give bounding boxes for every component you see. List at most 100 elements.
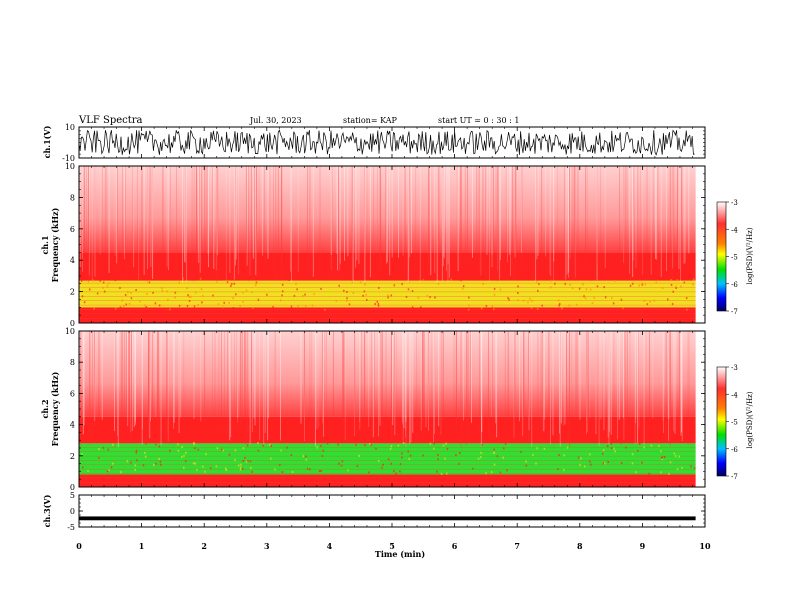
sp1-texture-speckle xyxy=(103,290,106,293)
sp1-texture-speckle xyxy=(622,307,624,310)
sp1-texture-speckle xyxy=(583,295,585,298)
ch1-waveform-panel: 10 -10 xyxy=(62,123,706,163)
sp2-texture-speckle xyxy=(674,455,677,458)
sp1-texture-speckle xyxy=(102,281,105,284)
sp2-texture-speckle xyxy=(387,458,390,461)
sp1-texture-speckle xyxy=(575,303,578,306)
sp1-texture-speckle xyxy=(232,297,234,300)
ch2-spectrogram-ylabel-frequency: Frequency (kHz) xyxy=(50,371,60,446)
sp2-texture-speckle xyxy=(197,448,200,451)
sp1-texture-speckle xyxy=(193,305,196,308)
sp1-texture-speckle xyxy=(123,305,125,308)
sp1-ytick-label: 10 xyxy=(65,162,75,171)
sp2-texture-speckle xyxy=(193,441,195,444)
sp2-texture-speckle xyxy=(506,469,508,472)
sp2-texture-speckle xyxy=(158,457,161,460)
sp1-texture-speckle xyxy=(245,289,248,292)
sp1-texture-speckle xyxy=(281,283,284,286)
sp1-texture-speckle xyxy=(661,287,664,290)
sp2-texture-speckle xyxy=(399,470,401,473)
ch1-colorbar-tick-label: -3 xyxy=(731,199,738,207)
sp2-texture-speckle xyxy=(177,449,180,452)
sp2-ytick-label: 4 xyxy=(70,421,75,430)
sp2-texture-speckle xyxy=(356,465,359,468)
sp2-texture-speckle xyxy=(493,463,496,466)
sp2-texture-speckle xyxy=(637,449,639,452)
ch1-colorbar-tick-label: -7 xyxy=(731,308,738,316)
sp2-texture-speckle xyxy=(436,470,438,473)
sp2-texture-speckle xyxy=(247,460,249,463)
sp1-texture-speckle xyxy=(102,286,104,289)
sp1-texture-speckle xyxy=(121,299,124,302)
sp2-texture-speckle xyxy=(375,447,377,450)
sp1-texture-speckle xyxy=(114,279,117,282)
sp2-texture-speckle xyxy=(590,463,592,466)
sp2-texture-speckle xyxy=(650,444,653,447)
sp1-texture-speckle xyxy=(186,305,189,308)
sp1-texture-speckle xyxy=(188,299,191,302)
sp1-texture-speckle xyxy=(288,308,290,311)
sp1-texture-speckle xyxy=(387,294,389,297)
sp1-texture-speckle xyxy=(374,303,376,306)
sp1-texture-speckle xyxy=(612,302,615,305)
ch3-xtick-label: 3 xyxy=(264,541,270,551)
sp1-texture-speckle xyxy=(517,299,519,302)
sp1-texture-speckle xyxy=(80,279,83,282)
sp1-texture-speckle xyxy=(295,282,297,285)
sp2-texture-speckle xyxy=(603,462,606,465)
sp1-texture-speckle xyxy=(667,298,669,301)
ch3-xtick-label: 4 xyxy=(327,541,333,551)
sp2-texture-speckle xyxy=(120,471,122,474)
sp2-texture-speckle xyxy=(401,456,403,459)
sp1-band-red xyxy=(79,252,696,281)
sp2-texture-speckle xyxy=(110,466,113,469)
sp1-texture-speckle xyxy=(378,286,380,289)
sp1-texture-speckle xyxy=(99,279,102,282)
ch1-ytick-label: -10 xyxy=(62,154,75,163)
sp2-texture-speckle xyxy=(305,455,307,458)
sp1-texture-speckle xyxy=(125,303,128,306)
sp2-texture-speckle xyxy=(184,451,187,454)
sp2-texture-speckle xyxy=(390,445,393,448)
sp1-texture-speckle xyxy=(522,299,525,302)
sp1-band-light-red xyxy=(79,166,696,253)
start-time-label: start UT = 0 : 30 : 1 xyxy=(438,116,519,125)
sp2-band-light-red xyxy=(79,331,696,417)
sp2-texture-speckle xyxy=(241,467,244,470)
sp1-texture-speckle xyxy=(590,278,593,281)
sp1-ytick-label: 0 xyxy=(70,319,75,328)
sp1-texture-speckle xyxy=(589,288,592,291)
date-label: Jul. 30, 2023 xyxy=(249,116,302,125)
sp1-texture-speckle xyxy=(686,308,688,311)
sp2-texture-speckle xyxy=(193,443,195,446)
sp1-texture-speckle xyxy=(508,298,510,301)
sp1-texture-speckle xyxy=(281,294,283,297)
sp2-texture-speckle xyxy=(158,445,161,448)
sp1-texture-speckle xyxy=(582,283,584,286)
sp2-texture-speckle xyxy=(337,443,339,446)
sp1-texture-speckle xyxy=(610,297,613,300)
sp2-texture-speckle xyxy=(619,441,622,444)
sp2-texture-speckle xyxy=(437,453,439,456)
sp2-texture-speckle xyxy=(291,471,294,474)
sp1-texture-speckle xyxy=(571,287,574,290)
sp1-texture-speckle xyxy=(239,304,241,307)
sp1-texture-speckle xyxy=(366,298,368,301)
sp1-texture-speckle xyxy=(437,282,440,285)
sp2-texture-speckle xyxy=(250,467,252,470)
sp2-texture-speckle xyxy=(625,446,627,449)
sp1-texture-speckle xyxy=(531,299,533,302)
sp2-texture-speckle xyxy=(563,454,565,457)
sp1-texture-speckle xyxy=(462,285,465,288)
ch2-colorbar-tick-label: -3 xyxy=(731,364,738,372)
sp1-texture-speckle xyxy=(254,284,257,287)
sp1-texture-speckle xyxy=(198,277,200,280)
sp2-texture-speckle xyxy=(444,457,446,460)
sp2-texture-speckle xyxy=(196,468,198,471)
sp2-texture-speckle xyxy=(159,460,162,463)
sp2-texture-speckle xyxy=(274,468,276,471)
sp2-texture-speckle xyxy=(613,447,615,450)
sp2-texture-speckle xyxy=(321,455,324,458)
sp1-texture-speckle xyxy=(279,299,282,302)
sp1-texture-speckle xyxy=(517,285,519,288)
